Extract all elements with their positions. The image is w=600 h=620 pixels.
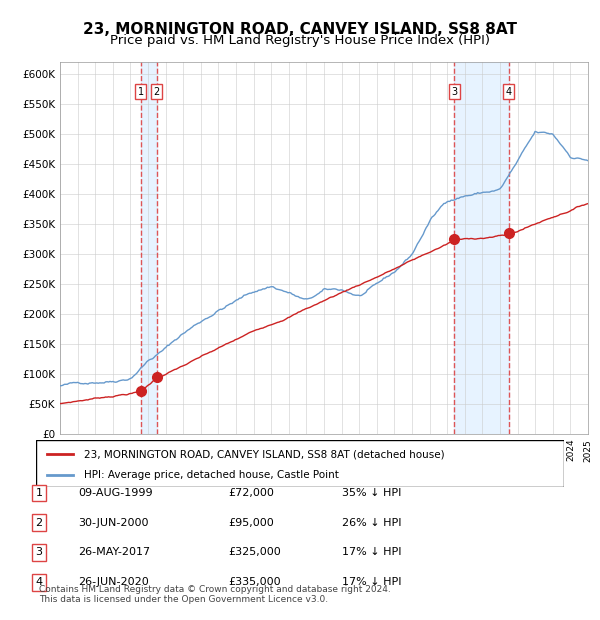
Text: Price paid vs. HM Land Registry's House Price Index (HPI): Price paid vs. HM Land Registry's House …	[110, 34, 490, 47]
Bar	[454, 62, 509, 434]
Text: £95,000: £95,000	[228, 518, 274, 528]
Text: 35% ↓ HPI: 35% ↓ HPI	[342, 488, 401, 498]
Text: £335,000: £335,000	[228, 577, 281, 587]
Text: 2: 2	[154, 87, 160, 97]
Text: 4: 4	[506, 87, 512, 97]
Text: 30-JUN-2000: 30-JUN-2000	[78, 518, 149, 528]
Text: £325,000: £325,000	[228, 547, 281, 557]
FancyBboxPatch shape	[36, 440, 564, 487]
Text: 26-MAY-2017: 26-MAY-2017	[78, 547, 150, 557]
Text: 1: 1	[138, 87, 144, 97]
Text: 26% ↓ HPI: 26% ↓ HPI	[342, 518, 401, 528]
Text: 4: 4	[35, 577, 43, 587]
Text: 3: 3	[451, 87, 457, 97]
Text: 09-AUG-1999: 09-AUG-1999	[78, 488, 152, 498]
Text: 26-JUN-2020: 26-JUN-2020	[78, 577, 149, 587]
Text: 1: 1	[35, 488, 43, 498]
Text: 3: 3	[35, 547, 43, 557]
Text: 17% ↓ HPI: 17% ↓ HPI	[342, 547, 401, 557]
Text: 17% ↓ HPI: 17% ↓ HPI	[342, 577, 401, 587]
Text: HPI: Average price, detached house, Castle Point: HPI: Average price, detached house, Cast…	[83, 470, 338, 480]
Bar	[141, 62, 157, 434]
Text: 23, MORNINGTON ROAD, CANVEY ISLAND, SS8 8AT: 23, MORNINGTON ROAD, CANVEY ISLAND, SS8 …	[83, 22, 517, 37]
Text: Contains HM Land Registry data © Crown copyright and database right 2024.
This d: Contains HM Land Registry data © Crown c…	[39, 585, 391, 604]
Text: 23, MORNINGTON ROAD, CANVEY ISLAND, SS8 8AT (detached house): 23, MORNINGTON ROAD, CANVEY ISLAND, SS8 …	[83, 449, 444, 459]
Text: 2: 2	[35, 518, 43, 528]
Text: £72,000: £72,000	[228, 488, 274, 498]
